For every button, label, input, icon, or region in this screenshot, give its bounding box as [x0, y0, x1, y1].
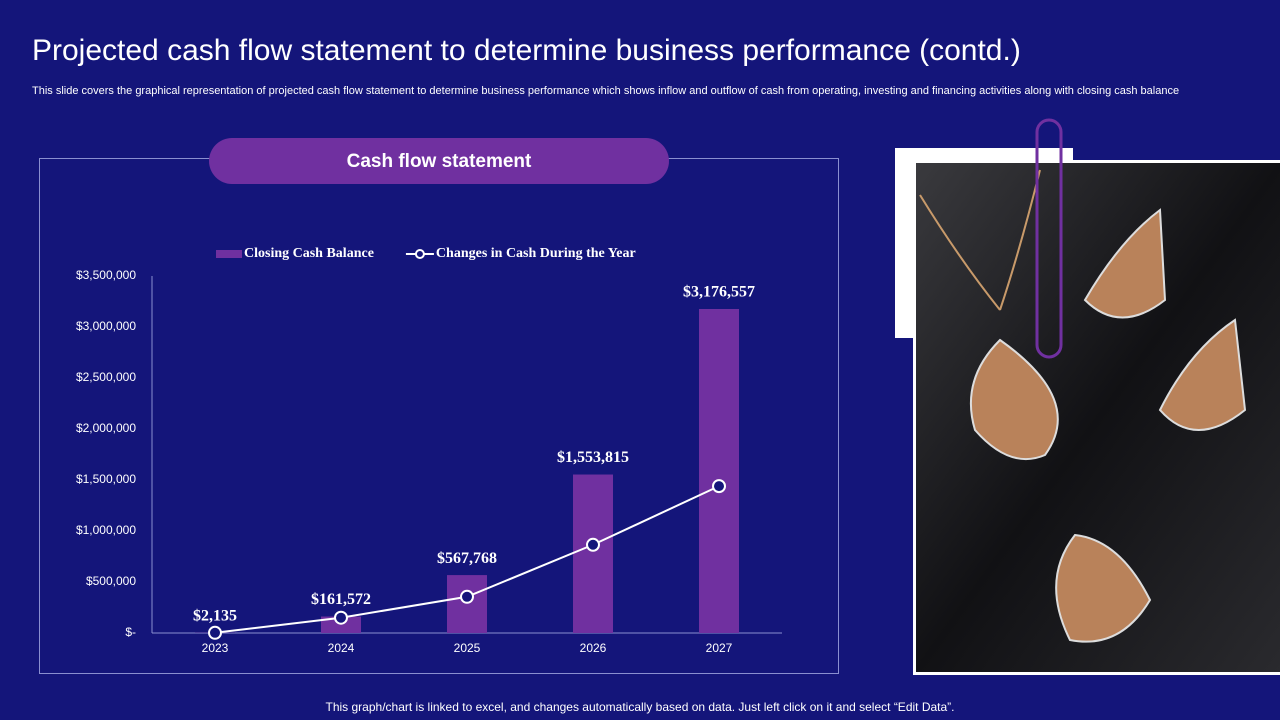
x-tick-label: 2023	[202, 641, 229, 655]
value-label: $2,135	[193, 607, 237, 624]
line-point	[586, 537, 600, 552]
line-point	[208, 625, 222, 640]
legend-swatch	[216, 250, 242, 258]
line-point	[460, 589, 474, 604]
y-tick-label: $1,500,000	[76, 472, 136, 486]
x-tick-label: 2024	[328, 641, 355, 655]
slide-title: Projected cash flow statement to determi…	[32, 34, 1021, 67]
y-tick-label: $2,500,000	[76, 370, 136, 384]
slide-subtitle: This slide covers the graphical represen…	[32, 85, 1180, 97]
photo-earring	[1083, 208, 1167, 319]
value-label: $1,553,815	[557, 449, 629, 466]
value-label: $567,768	[437, 550, 497, 567]
photo-ring	[1055, 533, 1152, 643]
chart: $- $500,000 $1,000,000 $1,500,000 $2,000,000…	[76, 246, 782, 655]
photo-chain	[919, 194, 1001, 311]
x-tick-label: 2027	[706, 641, 733, 655]
legend-label: Changes in Cash During the Year	[436, 246, 636, 261]
value-label: $3,176,557	[683, 284, 755, 301]
bar	[321, 616, 361, 633]
value-label: $161,572	[311, 591, 371, 608]
bar	[573, 474, 613, 633]
photo-accent	[1035, 118, 1063, 359]
y-tick-label: $500,000	[86, 574, 136, 588]
line-point	[712, 479, 726, 494]
photo-chain	[999, 169, 1041, 311]
chart-title: Cash flow statement	[347, 151, 532, 172]
legend-label: Closing Cash Balance	[244, 246, 374, 261]
x-tick-label: 2026	[580, 641, 607, 655]
y-tick-label: $3,000,000	[76, 319, 136, 333]
y-tick-label: $2,000,000	[76, 421, 136, 435]
y-tick-label: $-	[125, 625, 136, 639]
photo-pendant	[969, 338, 1059, 461]
legend-swatch	[414, 249, 425, 259]
y-tick-label: $3,500,000	[76, 268, 136, 282]
y-tick-label: $1,000,000	[76, 523, 136, 537]
subtitle-box: This slide covers the graphical represen…	[32, 85, 1180, 97]
bar	[699, 308, 739, 633]
chart-title-pill	[209, 138, 669, 184]
x-tick-label: 2025	[454, 641, 481, 655]
footer-note: This graph/chart is linked to excel, and…	[326, 700, 955, 714]
bar	[447, 575, 487, 633]
photo-earring	[1158, 318, 1247, 431]
line-point	[334, 610, 348, 625]
